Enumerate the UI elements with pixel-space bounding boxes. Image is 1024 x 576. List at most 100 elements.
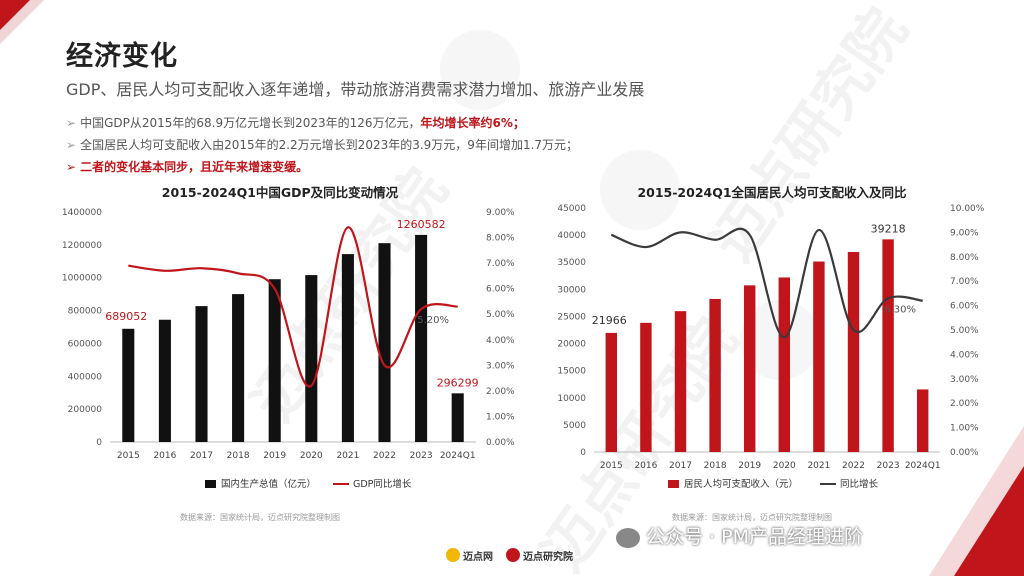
bar: [778, 277, 791, 452]
bar: [158, 319, 171, 442]
bullet-item: ➢ 二者的变化基本同步，且近年来增速变缓。: [66, 156, 578, 178]
corner-accent-bottom: [954, 466, 1024, 576]
bar: [415, 234, 428, 442]
bar: [341, 254, 354, 442]
x-tick-label: 2020: [773, 461, 796, 471]
y-tick-label-left: 5000: [563, 421, 586, 431]
y-tick-label-left: 200000: [68, 405, 103, 415]
bullet-item: ➢ 中国GDP从2015年的68.9万亿元增长到2023年的126万亿元，年均增长…: [66, 112, 578, 134]
bullet-highlight: 年均增长率约6%；: [420, 116, 525, 130]
wechat-watermark: 公众号 · PM产品经理进阶: [616, 522, 863, 549]
x-tick-label: 2020: [300, 451, 323, 461]
bar: [882, 239, 894, 452]
x-tick-label: 2022: [373, 451, 396, 461]
legend-swatch-bar: [668, 480, 679, 488]
chart-source: 数据来源：国家统计局，迈点研究院整理制图: [672, 513, 832, 522]
bar: [605, 332, 618, 452]
x-tick-label: 2023: [877, 461, 900, 471]
legend-swatch-bar: [205, 480, 216, 488]
y-tick-label-right: 9.00%: [950, 228, 979, 238]
watermark-logo: [440, 30, 520, 110]
y-tick-label-right: 1.00%: [950, 424, 979, 434]
bar: [122, 328, 135, 442]
x-tick-label: 2024Q1: [905, 461, 941, 471]
x-tick-label: 2023: [410, 451, 433, 461]
y-tick-label-right: 10.00%: [950, 204, 985, 214]
bar: [813, 261, 825, 452]
bullet-arrow-icon: ➢: [66, 138, 77, 152]
x-tick-label: 2016: [634, 461, 657, 471]
x-tick-label: 2018: [227, 451, 250, 461]
bullet-arrow-icon: ➢: [66, 116, 77, 130]
line-series: [610, 227, 923, 339]
y-tick-label-left: 35000: [557, 258, 586, 268]
y-tick-label-left: 15000: [557, 367, 586, 377]
bar: [743, 285, 756, 452]
wechat-icon: [616, 527, 640, 548]
chart-source: 数据来源：国家统计局，迈点研究院整理制图: [180, 513, 340, 522]
bar-data-label: 689052: [105, 310, 147, 323]
bar: [709, 298, 721, 452]
y-tick-label-right: 3.00%: [950, 375, 979, 385]
y-tick-label-right: 2.00%: [486, 387, 515, 397]
y-tick-label-right: 2.00%: [950, 399, 979, 409]
x-tick-label: 2015: [600, 461, 623, 471]
meadin-logo-icon: [446, 548, 460, 562]
page-subtitle: GDP、居民人均可支配收入逐年递增，带动旅游消费需求潜力增加、旅游产业发展: [66, 80, 645, 99]
y-tick-label-right: 1.00%: [486, 412, 515, 422]
footer-logo: 迈点研究院: [506, 546, 573, 564]
academy-logo-icon: [506, 548, 520, 562]
y-tick-label-right: 7.00%: [486, 259, 515, 269]
legend-label: GDP同比增长: [353, 478, 412, 490]
footer-logo-text: 迈点网: [463, 551, 493, 563]
y-tick-label-right: 0.00%: [950, 448, 979, 458]
y-tick-label-right: 6.00%: [486, 285, 515, 295]
y-tick-label-left: 800000: [68, 307, 103, 317]
bar: [378, 243, 391, 442]
bar: [305, 275, 318, 442]
legend-label: 国内生产总值（亿元）: [221, 478, 316, 490]
y-tick-label-right: 4.00%: [950, 350, 979, 360]
x-tick-label: 2021: [807, 461, 830, 471]
bullet-list: ➢ 中国GDP从2015年的68.9万亿元增长到2023年的126万亿元，年均增长…: [66, 112, 578, 178]
y-tick-label-left: 400000: [68, 372, 103, 382]
bar: [916, 389, 929, 452]
x-tick-label: 2019: [263, 451, 286, 461]
y-tick-label-left: 0: [580, 448, 586, 458]
y-tick-label-left: 45000: [557, 204, 586, 214]
page-title: 经济变化: [66, 41, 178, 72]
y-tick-label-left: 1200000: [62, 241, 102, 251]
y-tick-label-left: 30000: [557, 285, 586, 295]
bar: [232, 294, 245, 442]
bar-data-label: 39218: [871, 222, 906, 235]
bullet-arrow-icon: ➢: [66, 160, 77, 174]
y-tick-label-left: 600000: [68, 339, 103, 349]
footer-logo: 迈点网: [446, 546, 493, 564]
wechat-label: 公众号 · PM产品经理进阶: [646, 526, 863, 548]
y-tick-label-left: 1400000: [62, 208, 102, 218]
x-tick-label: 2017: [190, 451, 213, 461]
y-tick-label-left: 10000: [557, 394, 586, 404]
y-tick-label-left: 25000: [557, 312, 586, 322]
bar: [640, 322, 652, 452]
bullet-text: 全国居民人均可支配收入由2015年的2.2万元增长到2023年的3.9万元，9年…: [80, 138, 579, 152]
income-chart: 2015-2024Q1全国居民人均可支配收入及同比 0 5000 10000 15000…: [557, 185, 985, 490]
watermark-logo: [600, 150, 680, 230]
line-data-label: 6.30%: [884, 304, 916, 315]
bullet-text: 中国GDP从2015年的68.9万亿元增长到2023年的126万亿元，: [80, 116, 421, 130]
y-tick-label-left: 20000: [557, 340, 586, 350]
y-tick-label-right: 5.00%: [950, 326, 979, 336]
bar: [674, 311, 687, 452]
y-tick-label-right: 0.00%: [486, 438, 515, 448]
x-tick-label: 2021: [336, 451, 359, 461]
bar-data-label: 296299: [437, 376, 479, 389]
y-tick-label-left: 0: [96, 438, 102, 448]
x-tick-label: 2017: [669, 461, 692, 471]
bar: [847, 252, 860, 452]
y-tick-label-right: 5.00%: [486, 310, 515, 320]
bar: [451, 393, 464, 442]
x-tick-label: 2019: [738, 461, 761, 471]
y-tick-label-right: 8.00%: [950, 253, 979, 263]
bullet-highlight: 二者的变化基本同步，且近年来增速变缓。: [80, 160, 309, 174]
corner-accent-top: [0, 0, 30, 30]
